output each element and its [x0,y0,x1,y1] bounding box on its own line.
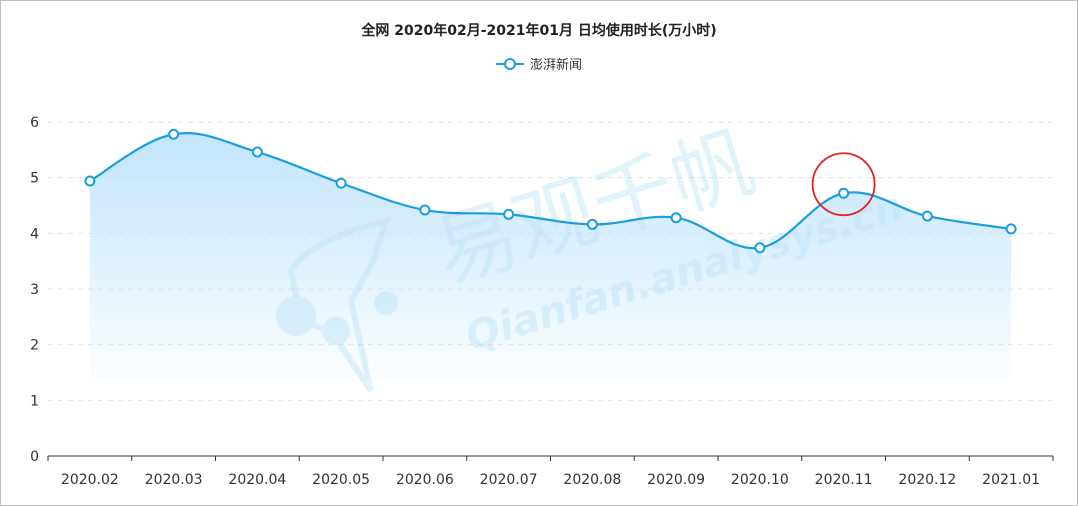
data-point-2020-05[interactable] [335,177,347,189]
data-point-2020-06[interactable] [419,204,431,216]
y-tick-label: 1 [30,393,39,409]
y-tick-label: 2 [30,338,39,354]
x-tick-label: 2021.01 [982,472,1040,488]
data-point-2020-02[interactable] [84,175,96,187]
x-tick-label: 2020.09 [647,472,705,488]
series-area-fill [89,133,1012,381]
x-tick-label: 2020.12 [898,472,956,488]
series-points [84,128,1017,254]
data-point-2020-03[interactable] [168,128,180,140]
x-tick-label: 2020.07 [480,472,538,488]
data-point-2020-11[interactable] [838,187,850,199]
legend[interactable]: 澎湃新闻 [1,54,1077,73]
highlight-circle [811,152,876,217]
x-tick-label: 2020.02 [61,472,119,488]
x-tick-label: 2020.04 [228,472,286,488]
x-tick-label: 2020.05 [312,472,370,488]
x-tick-label: 2020.06 [396,472,454,488]
series-line [89,132,1012,250]
y-tick-label: 4 [30,226,39,242]
data-point-2020-09[interactable] [670,212,682,224]
chart-title: 全网 2020年02月-2021年01月 日均使用时长(万小时) [361,23,717,39]
data-point-2020-08[interactable] [586,218,598,230]
axes [47,455,1054,461]
y-tick-label: 6 [30,115,39,131]
y-tick-label: 5 [30,171,39,187]
data-point-2021-01[interactable] [1005,223,1017,235]
data-point-2020-04[interactable] [251,146,263,158]
legend-line-marker-icon [495,57,524,71]
x-tick-label: 2020.03 [145,472,203,488]
legend-label: 澎湃新闻 [529,58,582,73]
x-tick-label: 2020.08 [563,472,621,488]
x-axis-tick-labels: 2020.02 2020.03 2020.04 2020.05 2020.06 2020.… [61,472,1040,488]
x-tick-label: 2020.10 [731,472,789,488]
y-axis-tick-labels: 0 1 2 3 4 5 6 [30,115,39,465]
y-tick-label: 3 [30,282,39,298]
data-point-2020-07[interactable] [503,208,515,220]
y-tick-label: 0 [30,449,39,465]
data-point-2020-10[interactable] [754,242,766,254]
highlight-annotation-circle [811,152,876,217]
x-tick-label: 2020.11 [815,472,873,488]
data-point-2020-12[interactable] [921,210,933,222]
